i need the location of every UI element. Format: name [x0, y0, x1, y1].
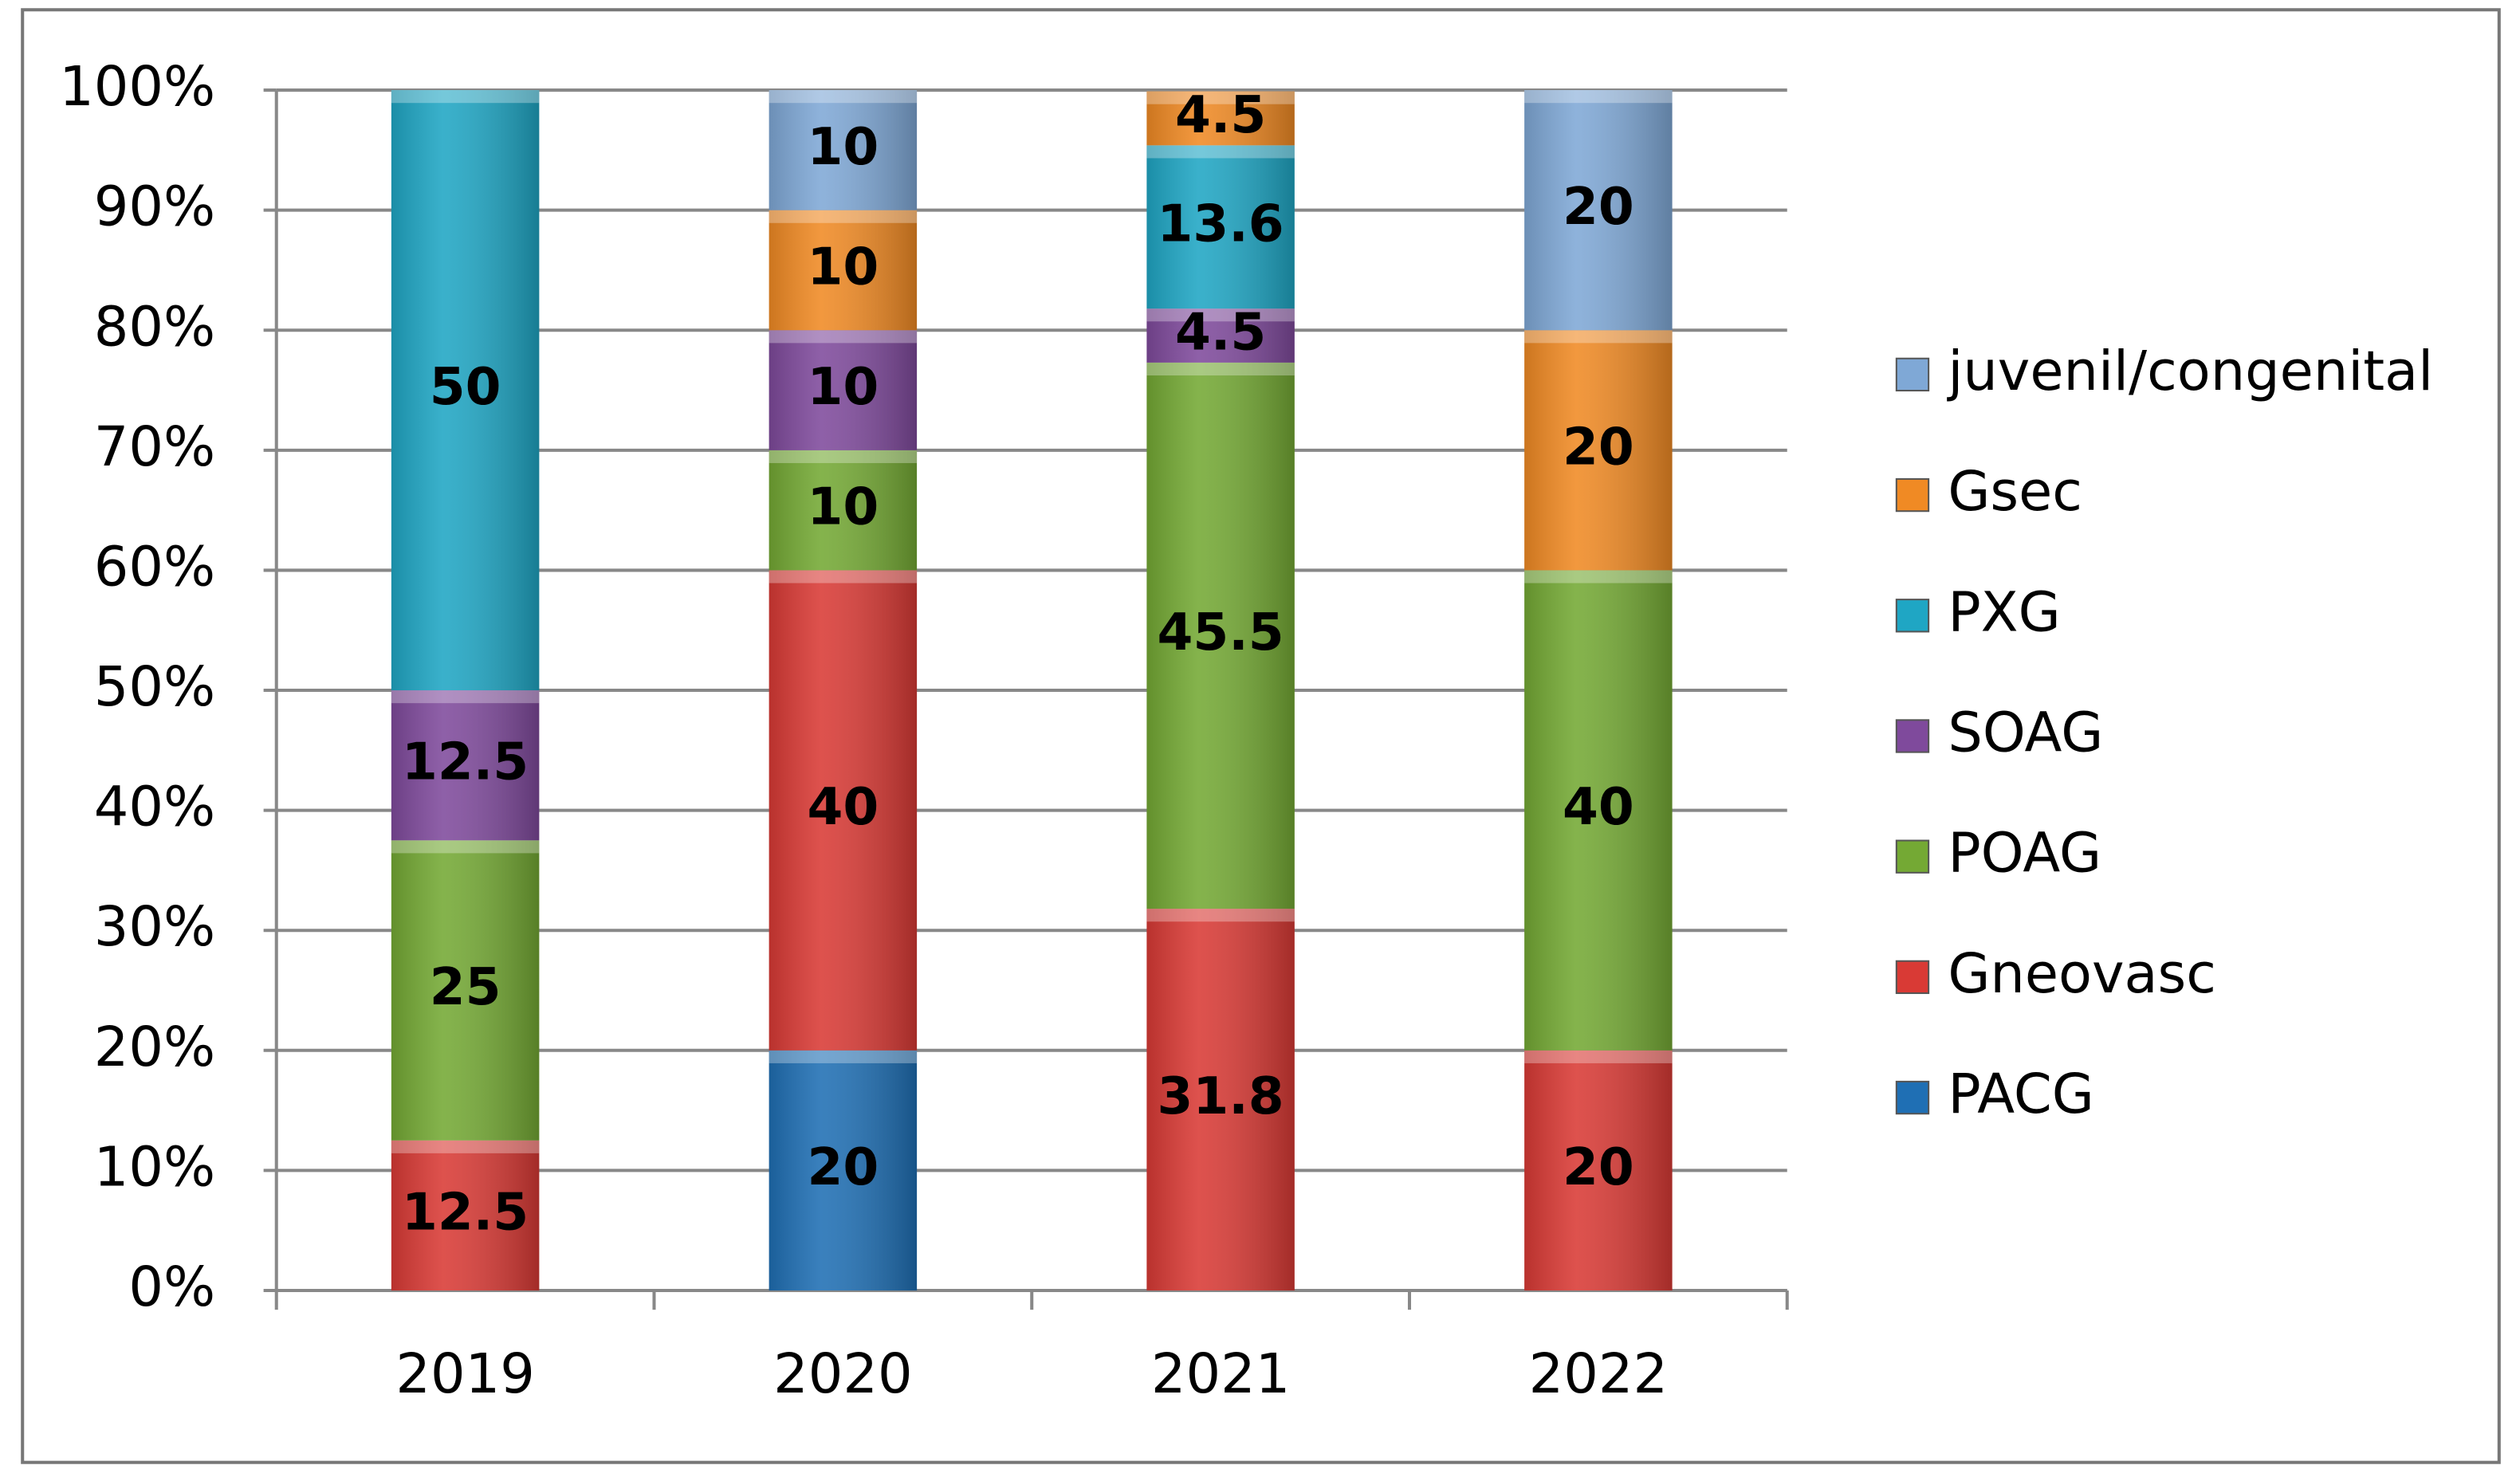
- bar-shade: [769, 90, 918, 210]
- y-tick-label: 0%: [128, 1255, 215, 1319]
- data-label: 10: [807, 357, 879, 417]
- bar-shade: [1146, 909, 1295, 1290]
- bar-shade: [769, 330, 918, 450]
- x-tick-label: 2020: [773, 1342, 912, 1406]
- bar-shade: [769, 450, 918, 571]
- bar-bevel: [1146, 145, 1295, 159]
- bar-bevel: [1146, 362, 1295, 376]
- data-label: 20: [807, 1137, 879, 1197]
- bar-bevel: [1524, 1050, 1673, 1063]
- data-label: 20: [1563, 1137, 1634, 1197]
- bar-bevel: [391, 90, 540, 104]
- bar-bevel: [391, 1140, 540, 1153]
- bar-shade: [769, 210, 918, 331]
- legend-label: juvenil/congenital: [1946, 340, 2433, 403]
- y-tick-label: 40%: [94, 776, 215, 839]
- bar-bevel: [1524, 570, 1673, 583]
- y-tick-label: 50%: [94, 655, 215, 719]
- y-tick-label: 20%: [94, 1015, 215, 1079]
- data-label: 40: [807, 777, 879, 837]
- data-label: 12.5: [402, 733, 529, 792]
- data-label: 4.5: [1175, 85, 1266, 145]
- legend-label: PACG: [1948, 1063, 2094, 1126]
- data-label: 4.5: [1175, 303, 1266, 363]
- x-tick-label: 2021: [1151, 1342, 1290, 1406]
- bar-bevel: [1146, 308, 1295, 322]
- data-label: 13.6: [1158, 194, 1284, 253]
- bar-shade: [391, 90, 540, 691]
- x-tick-label: 2019: [395, 1342, 534, 1406]
- legend-swatch: [1895, 839, 1930, 874]
- y-tick-label: 100%: [59, 55, 215, 119]
- bar-bevel: [391, 840, 540, 854]
- bar-shade: [1146, 91, 1295, 146]
- data-label: 25: [430, 957, 501, 1017]
- bar-bevel: [769, 1050, 918, 1063]
- legend-swatch: [1895, 1080, 1930, 1115]
- bar-bevel: [769, 210, 918, 223]
- data-label: 40: [1563, 777, 1634, 837]
- y-tick-label: 70%: [94, 415, 215, 479]
- legend-swatch: [1895, 477, 1930, 513]
- x-tick-label: 2022: [1529, 1342, 1668, 1406]
- bar-bevel: [1524, 90, 1673, 104]
- bar-bevel: [769, 450, 918, 463]
- legend-swatch: [1895, 719, 1930, 753]
- legend-swatch: [1895, 599, 1930, 633]
- legend-swatch: [1895, 357, 1930, 392]
- y-tick-label: 80%: [94, 295, 215, 359]
- bar-shade: [1146, 308, 1295, 363]
- data-label: 10: [807, 238, 879, 297]
- data-label: 12.5: [402, 1182, 529, 1242]
- data-label: 50: [430, 357, 501, 417]
- bar-shade: [1524, 330, 1673, 571]
- data-label: 20: [1563, 417, 1634, 477]
- bar-shade: [1524, 1050, 1673, 1290]
- y-tick-label: 60%: [94, 535, 215, 599]
- bar-shade: [1146, 145, 1295, 309]
- bar-shade: [391, 840, 540, 1141]
- bar-bevel: [769, 90, 918, 104]
- data-label: 20: [1563, 177, 1634, 237]
- legend-swatch: [1895, 960, 1930, 995]
- bar-bevel: [1524, 330, 1673, 344]
- legend-label: SOAG: [1948, 701, 2103, 765]
- bar-shade: [1524, 90, 1673, 331]
- bar-shade: [769, 570, 918, 1051]
- data-label: 10: [807, 117, 879, 177]
- legend-label: POAG: [1948, 822, 2101, 886]
- legend-label: Gsec: [1948, 460, 2082, 524]
- bar-bevel: [1146, 909, 1295, 922]
- data-label: 31.8: [1158, 1067, 1284, 1126]
- y-tick-label: 10%: [94, 1135, 215, 1199]
- bar-shade: [769, 1050, 918, 1290]
- legend-label: PXG: [1948, 580, 2060, 644]
- bar-bevel: [391, 690, 540, 704]
- data-label: 45.5: [1158, 603, 1284, 662]
- data-label: 10: [807, 477, 879, 537]
- legend-label: Gneovasc: [1948, 942, 2216, 1006]
- bar-shade: [391, 690, 540, 841]
- bar-shade: [1146, 362, 1295, 909]
- bar-bevel: [769, 570, 918, 583]
- bar-shade: [1524, 570, 1673, 1051]
- bar-bevel: [1146, 91, 1295, 104]
- y-tick-label: 30%: [94, 895, 215, 959]
- bar-bevel: [769, 330, 918, 344]
- y-tick-label: 90%: [94, 175, 215, 239]
- bar-shade: [391, 1140, 540, 1290]
